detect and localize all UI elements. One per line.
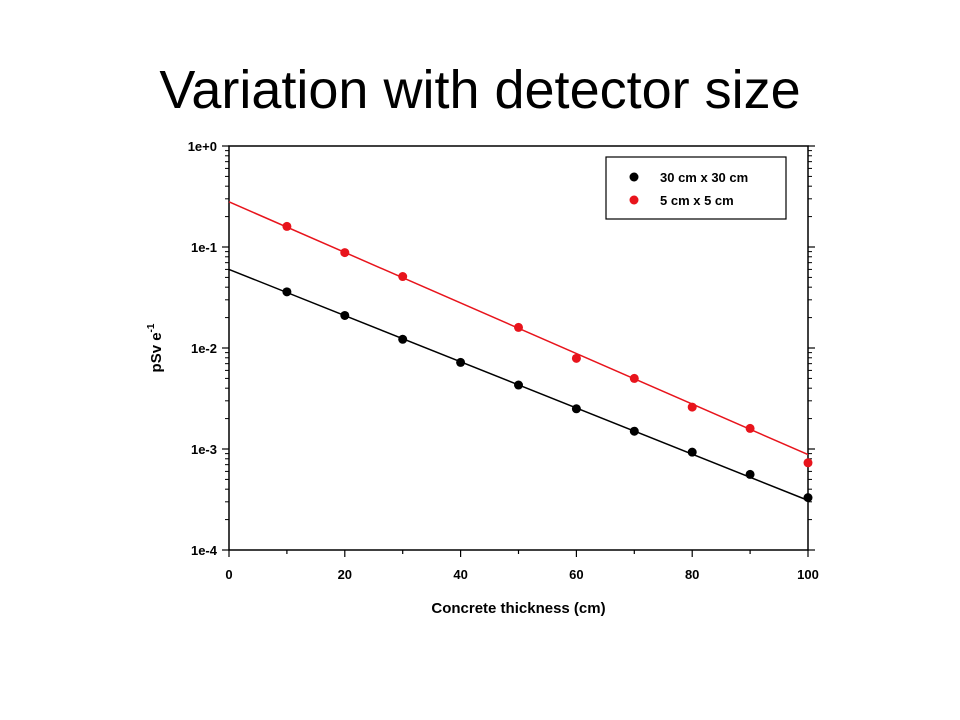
y-axis-label: pSv e-1 (146, 323, 165, 372)
legend-marker-series-2 (629, 195, 639, 205)
y-tick-label: 1e+0 (188, 139, 217, 154)
legend-marker-series-1 (629, 172, 639, 182)
y-tick-label: 1e-1 (191, 240, 217, 255)
legend-box (605, 156, 787, 220)
data-point-series-2 (803, 458, 813, 468)
data-point-series-2 (629, 373, 639, 383)
plot-area: 1e-4 1e-3 1e-2 1e-1 1e+0 0 20 40 60 80 100 Concrete… (146, 139, 819, 617)
data-point-series-1 (803, 493, 813, 503)
x-tick-label: 60 (569, 567, 583, 582)
x-tick-label: 100 (797, 567, 819, 582)
y-tick-label: 1e-2 (191, 341, 217, 356)
x-axis-label: Concrete thickness (cm) (431, 600, 605, 617)
data-point-series-1 (514, 380, 523, 390)
data-point-series-2 (398, 272, 408, 282)
data-point-series-1 (629, 426, 639, 436)
x-tick-label: 20 (338, 567, 352, 582)
legend-label-series-1: 30 cm x 30 cm (660, 170, 748, 185)
y-tick-label: 1e-4 (191, 543, 218, 558)
y-axis-label-superscript: -1 (146, 323, 157, 332)
data-point-series-1 (745, 469, 755, 479)
data-point-series-1 (282, 287, 292, 297)
y-axis-label-main: pSv e (148, 332, 165, 372)
data-point-series-1 (398, 334, 408, 344)
data-point-series-2 (745, 423, 755, 433)
x-tick-label: 40 (453, 567, 467, 582)
data-point-series-1 (456, 357, 466, 367)
data-point-series-1 (571, 404, 581, 414)
data-point-series-2 (282, 221, 292, 231)
data-point-series-2 (571, 353, 581, 363)
data-point-series-1 (340, 310, 350, 320)
slide-title: Variation with detector size (159, 60, 801, 120)
legend-label-series-2: 5 cm x 5 cm (660, 193, 734, 208)
data-point-series-2 (340, 248, 350, 258)
data-point-series-1 (687, 447, 697, 457)
x-tick-label: 80 (685, 567, 699, 582)
y-tick-label: 1e-3 (191, 442, 217, 457)
x-tick-label: 0 (225, 567, 232, 582)
data-point-series-2 (687, 402, 697, 412)
data-point-series-2 (514, 322, 523, 332)
